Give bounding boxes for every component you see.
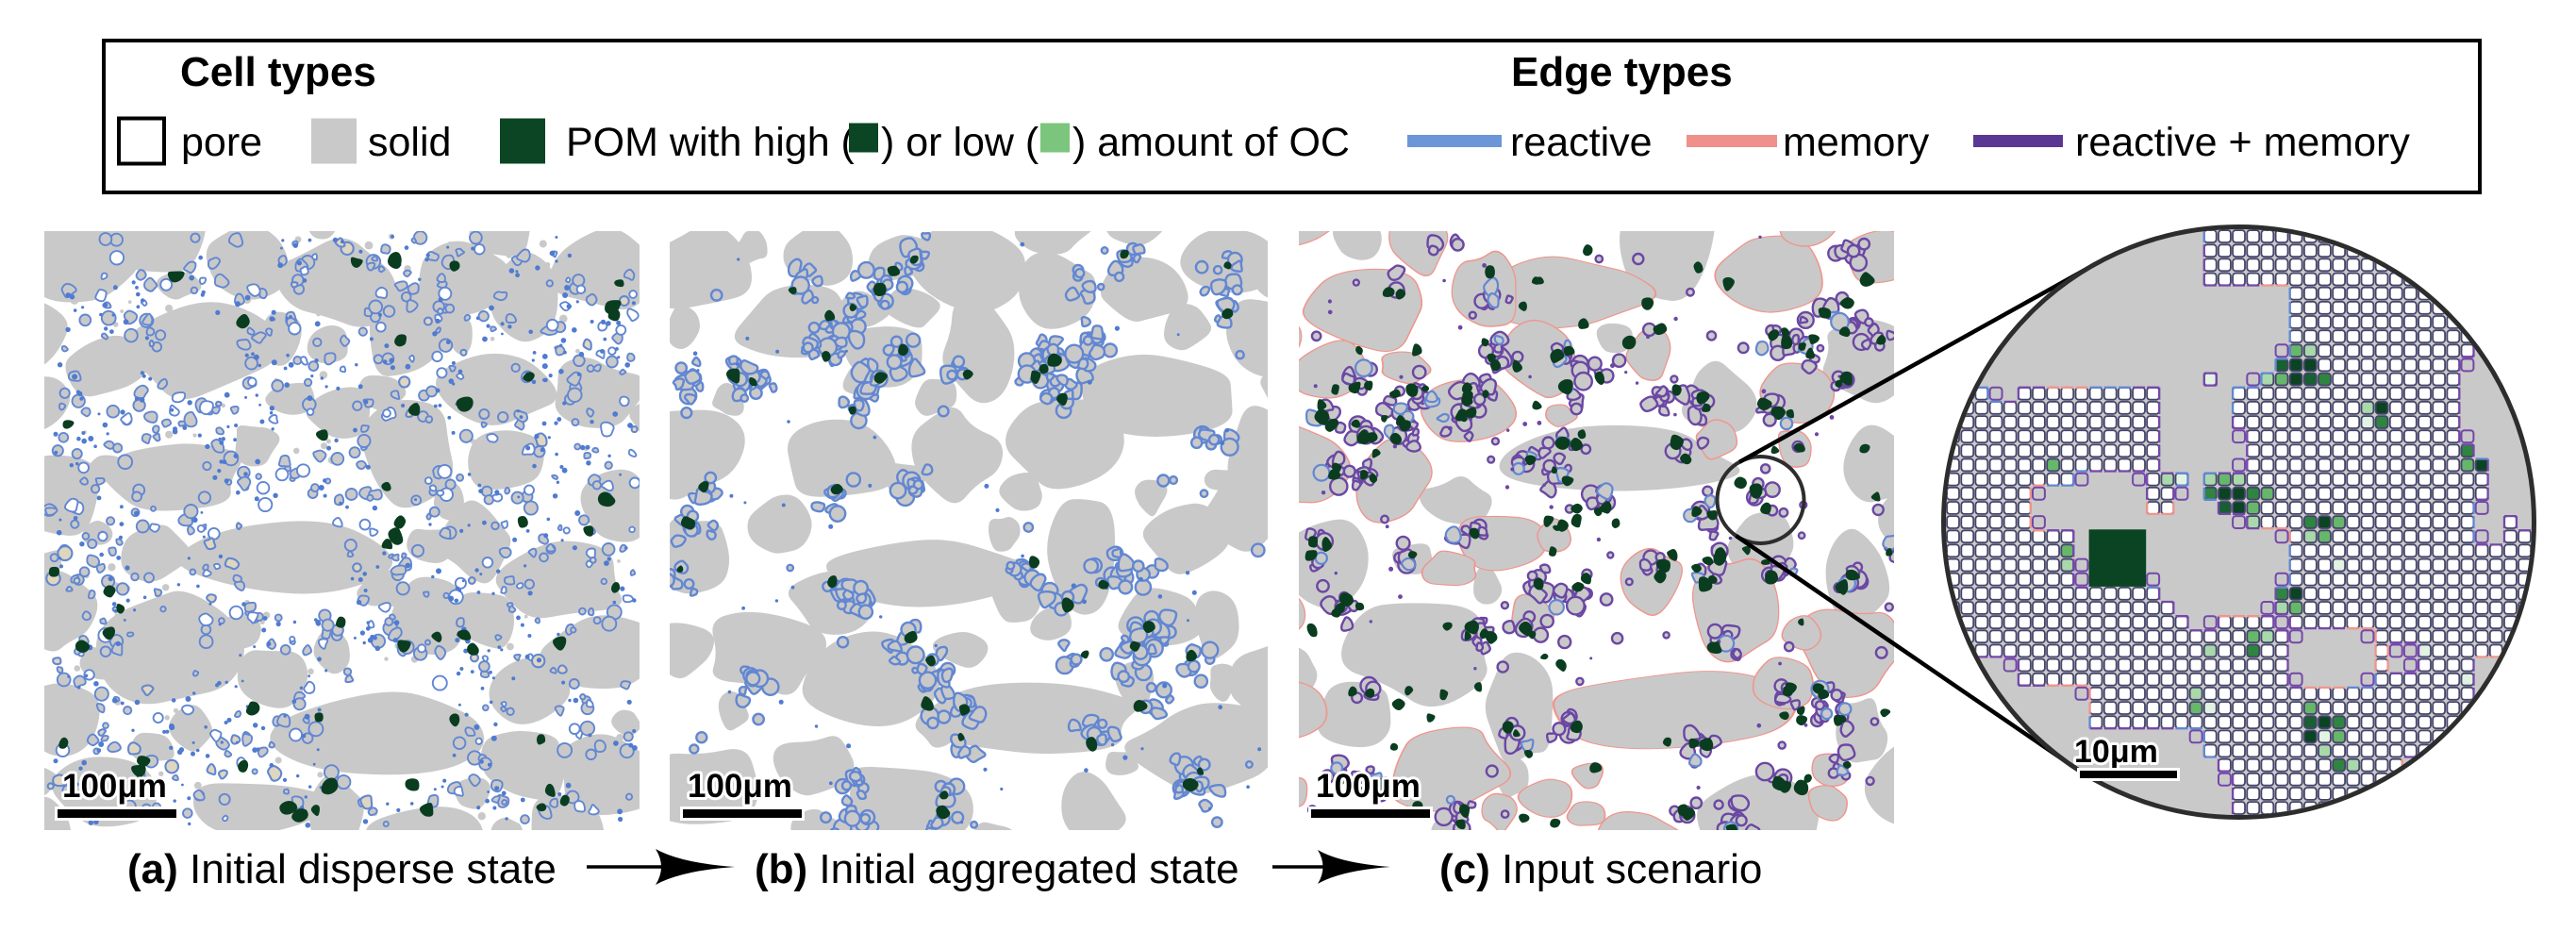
svg-text:(b) Initial aggregated state: (b) Initial aggregated state — [755, 846, 1239, 892]
svg-text:reactive + memory: reactive + memory — [2075, 120, 2410, 165]
svg-text:(a) Initial disperse state: (a) Initial disperse state — [127, 846, 557, 892]
svg-text:100μm: 100μm — [62, 768, 167, 805]
svg-text:100μm: 100μm — [1316, 768, 1421, 805]
svg-text:) or low (: ) or low ( — [881, 120, 1039, 165]
svg-text:10μm: 10μm — [2074, 734, 2158, 770]
svg-text:Cell types: Cell types — [180, 49, 376, 95]
svg-text:solid: solid — [368, 120, 451, 165]
svg-text:POM with high (: POM with high ( — [566, 120, 856, 165]
svg-text:100μm: 100μm — [688, 768, 792, 805]
svg-text:pore: pore — [181, 120, 262, 165]
svg-text:memory: memory — [1783, 120, 1930, 165]
svg-text:Edge types: Edge types — [1511, 49, 1733, 95]
svg-text:(c) Input scenario: (c) Input scenario — [1439, 846, 1762, 892]
svg-text:reactive: reactive — [1510, 120, 1653, 165]
svg-text:) amount of OC: ) amount of OC — [1072, 120, 1350, 165]
